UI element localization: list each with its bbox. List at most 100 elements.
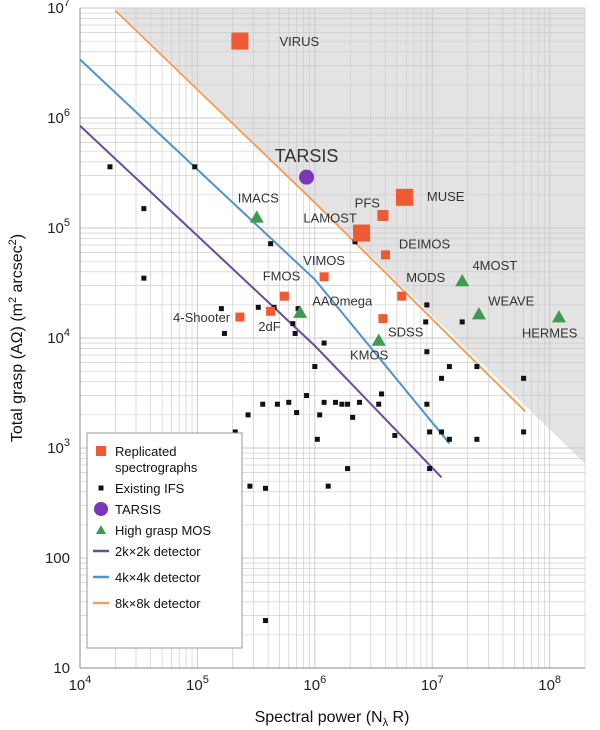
legend-label-replicated-line2: spectrographs xyxy=(115,460,198,475)
ifs-point xyxy=(292,330,298,336)
x-tick-label: 107 xyxy=(421,674,444,694)
point-label-lamost: LAMOST xyxy=(303,210,357,225)
point-label-2df: 2dF xyxy=(258,319,280,334)
ifs-point xyxy=(439,429,445,435)
ifs-point xyxy=(392,432,398,438)
x-axis-title: Spectral power (Nλ R) xyxy=(255,709,410,729)
x-tick-label: 104 xyxy=(69,674,92,694)
ifs-point xyxy=(294,410,300,416)
replicated-point-2df xyxy=(266,306,276,316)
point-label-imacs: IMACS xyxy=(238,190,280,205)
mos-point-4most xyxy=(455,273,470,287)
replicated-point-4-shooter xyxy=(235,312,245,322)
y-tick-label: 105 xyxy=(47,217,70,237)
point-label-deimos: DEIMOS xyxy=(399,237,451,252)
ifs-point xyxy=(521,429,527,435)
replicated-point-muse xyxy=(395,188,413,206)
ifs-point xyxy=(192,164,198,170)
replicated-point-pfs xyxy=(377,209,389,221)
point-label-pfs: PFS xyxy=(355,196,381,211)
ifs-point xyxy=(356,399,362,405)
detector-line-2k xyxy=(80,125,443,479)
ifs-point xyxy=(247,483,253,489)
replicated-point-mods xyxy=(397,291,407,301)
x-tick-label: 106 xyxy=(303,674,326,694)
ifs-point xyxy=(141,275,147,281)
ifs-point xyxy=(245,412,251,418)
point-label-tarsis: TARSIS xyxy=(275,146,339,166)
ifs-point xyxy=(321,340,327,346)
ifs-point xyxy=(221,330,227,336)
y-tick-label: 100 xyxy=(45,550,70,567)
ifs-point xyxy=(424,302,430,308)
legend-tarsis-icon xyxy=(94,502,108,516)
y-tick-label: 10 xyxy=(53,660,70,677)
legend-label-det4k: 4k×4k detector xyxy=(115,570,201,585)
x-tick-label: 108 xyxy=(538,674,561,694)
ifs-point xyxy=(260,401,266,407)
point-label-weave: WEAVE xyxy=(488,293,534,308)
legend-replicated-icon xyxy=(96,446,106,456)
ifs-point xyxy=(427,466,433,472)
ifs-point xyxy=(424,401,430,407)
mos-point-hermes xyxy=(551,310,566,323)
ifs-point xyxy=(352,239,358,245)
legend-label-tarsis: TARSIS xyxy=(115,502,161,517)
ifs-point xyxy=(446,436,452,442)
legend-box xyxy=(86,432,243,649)
mos-point-imacs xyxy=(249,210,264,223)
ifs-point xyxy=(439,375,445,381)
legend-label-ifs: Existing IFS xyxy=(115,481,185,496)
point-label-4-shooter: 4-Shooter xyxy=(173,310,231,325)
ifs-point xyxy=(474,364,480,370)
ifs-point xyxy=(424,349,430,355)
x-tick-label: 105 xyxy=(186,674,209,694)
ifs-point xyxy=(321,399,327,405)
replicated-point-virus xyxy=(231,32,249,50)
ifs-point xyxy=(325,483,331,489)
ifs-point xyxy=(295,306,301,312)
point-label-virus: VIRUS xyxy=(279,34,319,49)
point-label-fmos: FMOS xyxy=(263,268,301,283)
ifs-point xyxy=(304,393,310,399)
ifs-point xyxy=(317,412,323,418)
ifs-point xyxy=(286,399,292,405)
legend-mos-icon xyxy=(96,525,106,534)
replicated-point-lamost xyxy=(353,224,371,242)
point-label-mods: MODS xyxy=(406,270,445,285)
point-label-4most: 4MOST xyxy=(472,258,517,273)
point-label-kmos: KMOS xyxy=(350,347,389,362)
ifs-point xyxy=(107,164,113,170)
ifs-point xyxy=(262,485,268,491)
detector-line-8k xyxy=(114,9,526,413)
ifs-point xyxy=(427,429,433,435)
ifs-point xyxy=(350,414,356,420)
ifs-point xyxy=(255,304,261,310)
mos-point-weave xyxy=(471,307,486,320)
ifs-point xyxy=(521,375,527,381)
ifs-point xyxy=(333,399,339,405)
replicated-point-deimos xyxy=(381,250,391,260)
ifs-point xyxy=(218,306,224,312)
ifs-point xyxy=(474,436,480,442)
ifs-point xyxy=(274,401,280,407)
point-label-hermes: HERMES xyxy=(522,326,578,341)
ifs-point xyxy=(423,319,429,325)
ifs-point xyxy=(232,429,238,435)
legend-label-det8k: 8k×8k detector xyxy=(115,596,201,611)
y-tick-label: 103 xyxy=(47,437,70,457)
replicated-point-sdss xyxy=(378,314,388,324)
ifs-point xyxy=(141,206,147,212)
replicated-point-vimos xyxy=(319,272,329,282)
ifs-point xyxy=(290,321,296,327)
mos-point-kmos xyxy=(371,333,386,346)
detector-line-4k xyxy=(80,58,451,445)
ifs-point xyxy=(459,319,465,325)
y-tick-label: 106 xyxy=(47,107,70,127)
tarsis-point xyxy=(299,169,315,185)
y-tick-label: 104 xyxy=(47,327,70,347)
point-label-aaomega: AAOmega xyxy=(312,293,373,308)
point-label-vimos: VIMOS xyxy=(303,253,345,268)
